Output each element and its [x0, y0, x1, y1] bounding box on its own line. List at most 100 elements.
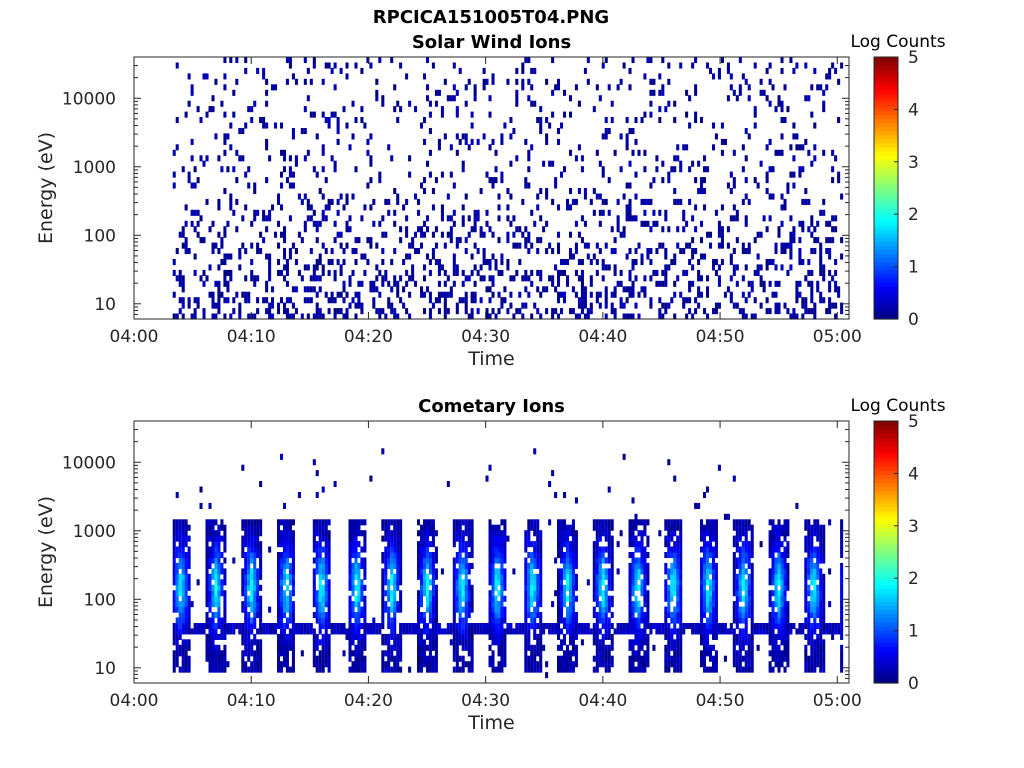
heatmap-cell	[509, 275, 513, 282]
heatmap-cell	[172, 633, 176, 640]
heatmap-cell	[732, 633, 736, 640]
heatmap-cell	[646, 623, 650, 630]
heatmap-cell	[274, 623, 278, 630]
heatmap-cell	[229, 204, 233, 211]
heatmap-cell	[738, 89, 742, 96]
heatmap-cell	[211, 595, 215, 602]
heatmap-cell	[774, 562, 778, 569]
colorbar-tick-label: 2	[908, 205, 919, 225]
heatmap-cell	[250, 584, 254, 591]
heatmap-cell	[178, 308, 182, 315]
heatmap-cell	[208, 530, 212, 537]
heatmap-cell	[357, 628, 361, 635]
heatmap-cell	[738, 308, 742, 315]
heatmap-cell	[259, 644, 263, 651]
heatmap-cell	[530, 612, 534, 619]
heatmap-cell	[574, 552, 578, 559]
colorbar-segment	[874, 204, 898, 210]
heatmap-cell	[527, 248, 531, 255]
heatmap-cell	[726, 513, 730, 520]
heatmap-cell	[312, 573, 316, 580]
heatmap-cell	[571, 639, 575, 646]
heatmap-cell	[595, 661, 599, 668]
heatmap-cell	[780, 628, 784, 635]
heatmap-cell	[712, 628, 716, 635]
heatmap-cell	[205, 275, 209, 282]
heatmap-cell	[366, 259, 370, 266]
heatmap-cell	[423, 612, 427, 619]
heatmap-cell	[744, 524, 748, 531]
heatmap-cell	[628, 562, 632, 569]
heatmap-cell	[238, 264, 242, 271]
heatmap-cell	[628, 182, 632, 189]
heatmap-cell	[437, 291, 441, 298]
heatmap-cell	[315, 220, 319, 227]
heatmap-cell	[217, 264, 221, 271]
heatmap-cell	[217, 204, 221, 211]
heatmap-cell	[464, 237, 468, 244]
heatmap-cell	[601, 612, 605, 619]
heatmap-cell	[470, 584, 474, 591]
heatmap-cell	[673, 313, 677, 320]
heatmap-cell	[607, 546, 611, 553]
heatmap-cell	[256, 297, 260, 304]
heatmap-cell	[381, 524, 385, 531]
heatmap-cell	[381, 617, 385, 624]
heatmap-cell	[533, 595, 537, 602]
heatmap-cell	[178, 573, 182, 580]
heatmap-cell	[524, 138, 528, 145]
heatmap-cell	[583, 302, 587, 309]
heatmap-cell	[262, 209, 266, 216]
heatmap-cell	[732, 644, 736, 651]
heatmap-cell	[187, 595, 191, 602]
heatmap-cell	[709, 601, 713, 608]
heatmap-cell	[488, 286, 492, 293]
heatmap-cell	[175, 535, 179, 542]
heatmap-cell	[280, 633, 284, 640]
heatmap-cell	[291, 590, 295, 597]
heatmap-cell	[500, 666, 504, 673]
heatmap-cell	[327, 623, 331, 630]
heatmap-cell	[333, 269, 337, 276]
heatmap-cell	[676, 573, 680, 580]
heatmap-cell	[819, 297, 823, 304]
heatmap-cell	[467, 562, 471, 569]
heatmap-cell	[467, 552, 471, 559]
heatmap-cell	[491, 650, 495, 657]
heatmap-cell	[569, 650, 573, 657]
heatmap-cell	[673, 661, 677, 668]
heatmap-cell	[700, 601, 704, 608]
heatmap-cell	[694, 57, 698, 64]
heatmap-cell	[503, 286, 507, 293]
heatmap-cell	[178, 623, 182, 630]
heatmap-cell	[607, 557, 611, 564]
heatmap-cell	[592, 253, 596, 260]
heatmap-cell	[455, 568, 459, 575]
heatmap-cell	[202, 237, 206, 244]
heatmap-cell	[181, 519, 185, 526]
heatmap-cell	[330, 67, 334, 74]
heatmap-cell	[560, 655, 564, 662]
heatmap-cell	[569, 623, 573, 630]
heatmap-cell	[277, 535, 281, 542]
heatmap-cell	[536, 204, 540, 211]
heatmap-cell	[223, 231, 227, 238]
heatmap-cell	[211, 568, 215, 575]
heatmap-cell	[321, 590, 325, 597]
heatmap-cell	[667, 661, 671, 668]
heatmap-cell	[557, 601, 561, 608]
heatmap-cell	[780, 264, 784, 271]
heatmap-cell	[545, 220, 549, 227]
heatmap-cell	[521, 62, 525, 69]
heatmap-cell	[810, 248, 814, 255]
heatmap-cell	[217, 248, 221, 255]
heatmap-cell	[634, 275, 638, 282]
heatmap-cell	[700, 661, 704, 668]
heatmap-cell	[649, 248, 653, 255]
heatmap-cell	[283, 650, 287, 657]
heatmap-cell	[321, 166, 325, 173]
heatmap-cell	[351, 524, 355, 531]
heatmap-cell	[354, 644, 358, 651]
heatmap-cell	[423, 535, 427, 542]
